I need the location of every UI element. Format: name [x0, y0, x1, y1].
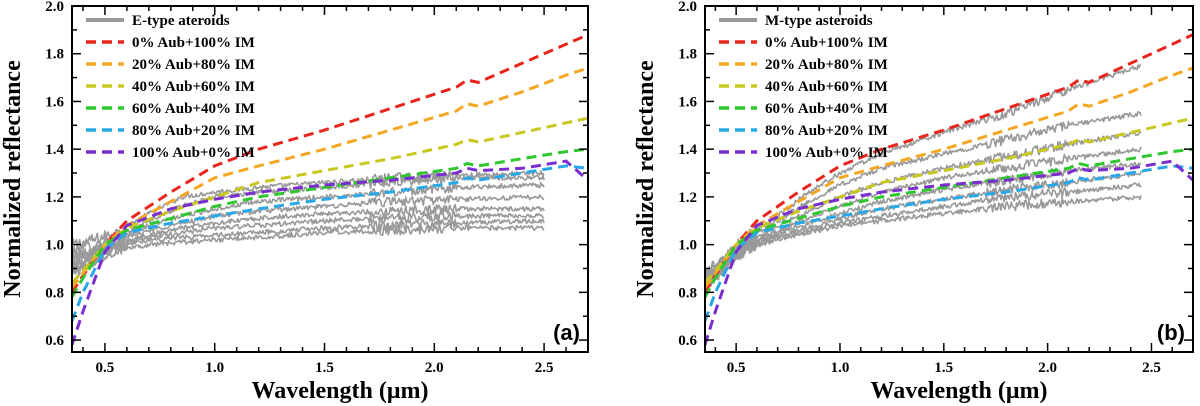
- plot-area: [705, 33, 1193, 346]
- observed-spectrum: [705, 195, 1142, 291]
- y-tick-label: 0.8: [678, 285, 697, 301]
- plot-frame: [704, 5, 1194, 353]
- y-axis-label: Normalized reflectance: [0, 60, 26, 298]
- observed-spectrum: [72, 211, 545, 272]
- observed-spectrum: [705, 111, 1142, 282]
- panel-letter: (b): [1157, 320, 1185, 345]
- chart-panel-1: 0.5 1.0 1.5 2.0 2.5 0.6 0.8 1.0 1.2 1.4 1.6 1.8 2.0 W…: [0, 0, 589, 404]
- x-tick-label: 2.0: [1038, 360, 1057, 376]
- legend-label: 80% Aub+20% IM: [765, 123, 888, 139]
- x-tick-label: 0.5: [727, 360, 746, 376]
- legend-label: M-type asteroids: [765, 13, 873, 29]
- plot-frame: [71, 5, 589, 353]
- observed-spectrum: [72, 203, 545, 268]
- y-tick-label: 1.2: [678, 190, 697, 206]
- model-series-line: [72, 159, 588, 346]
- model-series-line: [72, 116, 588, 284]
- x-tick-label: 2.5: [535, 360, 554, 376]
- observed-spectrum: [72, 223, 545, 277]
- y-tick-label: 1.8: [678, 47, 697, 63]
- model-series-line: [705, 164, 1193, 322]
- legend-label: 20% Aub+80% IM: [132, 57, 255, 73]
- x-tick-label: 0.5: [96, 360, 115, 376]
- y-tick-label: 1.6: [45, 94, 64, 110]
- legend-label: 100% Aub+0% IM: [132, 145, 255, 161]
- observed-spectrum: [705, 182, 1142, 288]
- observed-spectrum: [72, 194, 545, 267]
- x-axis-label: Wavelength (μm): [252, 378, 429, 404]
- model-series-line: [72, 147, 588, 298]
- x-axis-label: Wavelength (μm): [871, 378, 1048, 404]
- model-series-line: [705, 116, 1193, 284]
- model-series-line: [72, 33, 588, 294]
- y-axis-label: Normalized reflectance: [633, 60, 659, 298]
- y-tick-label: 0.6: [678, 333, 697, 349]
- x-tick-label: 1.0: [831, 360, 850, 376]
- model-series-line: [705, 66, 1193, 289]
- legend-label: 20% Aub+80% IM: [765, 57, 888, 73]
- legend-label: 0% Aub+100% IM: [132, 35, 255, 51]
- x-tick-label: 2.5: [1142, 360, 1161, 376]
- observed-spectrum: [72, 170, 545, 249]
- legend-label: 0% Aub+100% IM: [765, 35, 888, 51]
- model-series-line: [72, 164, 588, 322]
- y-tick-label: 1.0: [45, 238, 64, 254]
- legend-label: E-type ateroids: [132, 13, 230, 29]
- y-tick-label: 1.4: [678, 142, 697, 158]
- legend: M-type asteroids 0% Aub+100% IM 20% Aub+80…: [719, 13, 888, 161]
- panel-letter: (a): [553, 320, 580, 345]
- observed-spectrum: [705, 131, 1142, 284]
- model-series-line: [705, 159, 1193, 346]
- chart-panel-2: 0.5 1.0 1.5 2.0 2.5 0.6 0.8 1.0 1.2 1.4 1.6 1.8 2.0 W…: [633, 0, 1194, 404]
- y-tick-label: 0.6: [45, 333, 64, 349]
- y-tick-label: 2.0: [678, 0, 697, 15]
- x-tick-label: 1.5: [934, 360, 953, 376]
- legend-label: 60% Aub+40% IM: [765, 101, 888, 117]
- y-tick-label: 2.0: [45, 0, 64, 15]
- y-tick-label: 1.0: [678, 238, 697, 254]
- plot-area: [72, 33, 588, 346]
- legend-label: 40% Aub+60% IM: [765, 79, 888, 95]
- y-tick-label: 1.6: [678, 94, 697, 110]
- x-tick-label: 1.5: [315, 360, 334, 376]
- model-series-line: [705, 147, 1193, 298]
- legend: E-type ateroids 0% Aub+100% IM 20% Aub+80%…: [86, 13, 255, 161]
- y-tick-label: 0.8: [45, 285, 64, 301]
- observed-spectrum: [72, 218, 545, 274]
- x-tick-label: 1.0: [205, 360, 224, 376]
- observed-spectrum: [705, 146, 1142, 286]
- legend-label: 100% Aub+0% IM: [765, 145, 888, 161]
- legend-label: 60% Aub+40% IM: [132, 101, 255, 117]
- model-series-line: [72, 66, 588, 289]
- y-tick-label: 1.2: [45, 190, 64, 206]
- y-tick-label: 1.4: [45, 142, 64, 158]
- model-series-line: [705, 33, 1193, 294]
- legend-label: 80% Aub+20% IM: [132, 123, 255, 139]
- y-tick-label: 1.8: [45, 47, 64, 63]
- x-tick-label: 2.0: [425, 360, 444, 376]
- legend-label: 40% Aub+60% IM: [132, 79, 255, 95]
